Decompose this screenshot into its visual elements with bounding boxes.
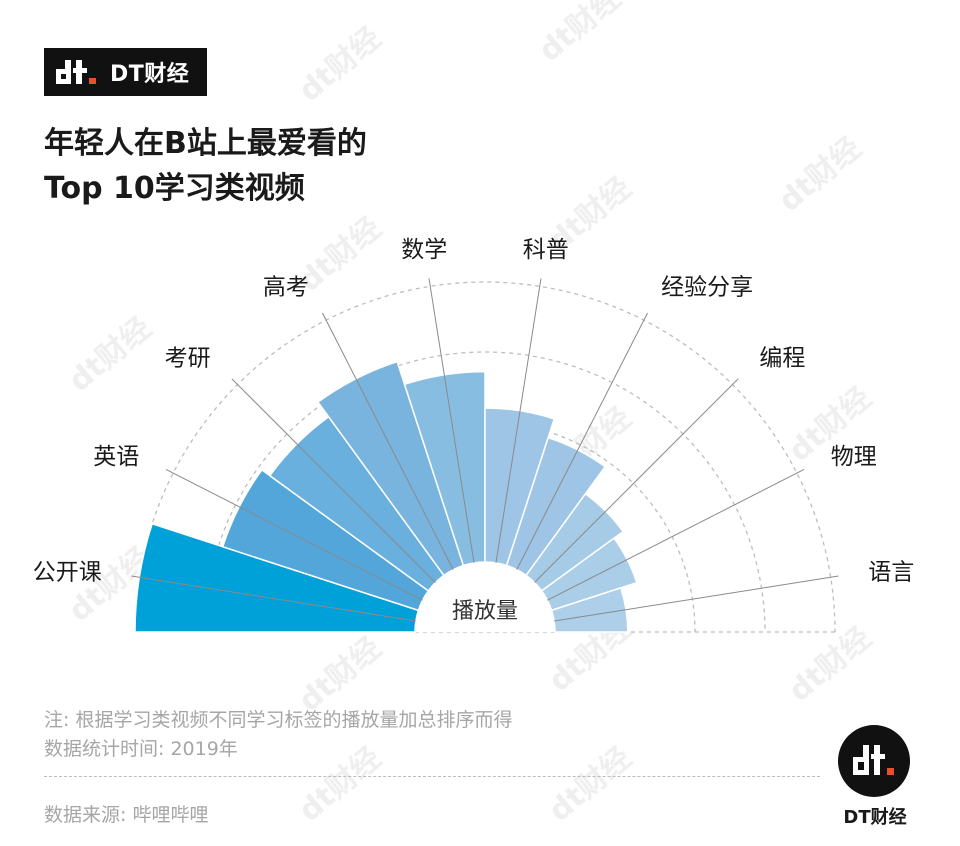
- leader-line-7: [516, 312, 648, 570]
- grid-ring-3: [204, 351, 766, 633]
- leader-line-10: [554, 575, 839, 622]
- category-label-10: 语言: [868, 559, 914, 585]
- center-hole: [415, 562, 555, 632]
- leader-line-1: [131, 575, 416, 622]
- category-label-7: 经验分享: [661, 274, 753, 300]
- category-label-3: 考研: [165, 346, 211, 372]
- data-date-note: 数据统计时间: 2019年: [44, 738, 238, 760]
- brand-name: DT财经: [110, 62, 190, 87]
- chart-bars: [134, 360, 638, 633]
- footer-brand-name: DT财经: [843, 807, 907, 828]
- leader-line-3: [231, 378, 436, 583]
- category-label-8: 编程: [759, 346, 805, 372]
- category-label-9: 物理: [831, 444, 877, 470]
- leader-line-8: [534, 378, 739, 583]
- category-label-6: 科普: [523, 237, 569, 263]
- brand-badge: DT财经: [44, 48, 207, 96]
- leader-line-9: [547, 469, 805, 601]
- data-source: 数据来源: 哔哩哔哩: [44, 804, 209, 826]
- category-label-1: 公开课: [33, 559, 102, 585]
- category-label-4: 高考: [263, 274, 309, 300]
- leader-line-5: [428, 278, 475, 563]
- center-label: 播放量: [452, 599, 518, 624]
- dt-logo-icon: [56, 60, 96, 84]
- leader-line-4: [322, 312, 454, 570]
- leader-line-2: [165, 469, 423, 601]
- footnote: 注: 根据学习类视频不同学习标签的播放量加总排序而得: [44, 709, 513, 731]
- page-title-line2: Top 10学习类视频: [44, 171, 305, 206]
- dt-circle-logo-icon: [838, 725, 910, 797]
- divider: [44, 776, 820, 777]
- page-title-line1: 年轻人在B站上最爱看的: [44, 126, 367, 161]
- leader-line-6: [495, 278, 542, 563]
- category-label-2: 英语: [93, 444, 139, 470]
- category-label-5: 数学: [401, 237, 447, 263]
